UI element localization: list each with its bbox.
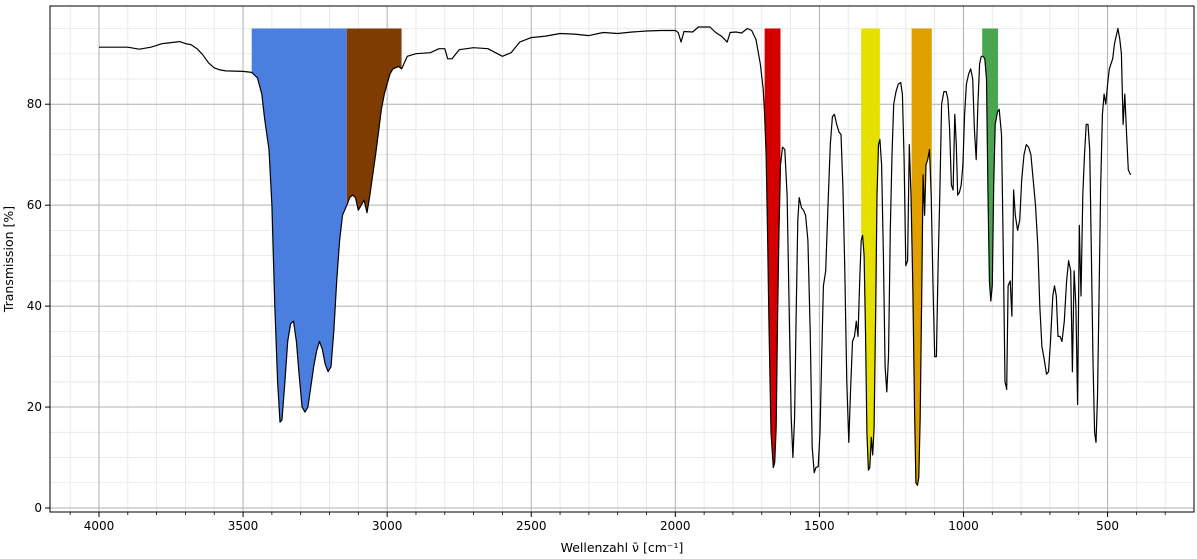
y-tick-label: 20	[27, 400, 42, 414]
absorption-band	[764, 28, 781, 468]
x-tick-label: 2000	[660, 519, 691, 533]
x-tick-label: 1500	[804, 519, 835, 533]
minor-grid	[50, 6, 1194, 512]
highlight-bands	[251, 28, 999, 486]
y-tick-label: 80	[27, 97, 42, 111]
x-tick-label: 1000	[948, 519, 979, 533]
y-axis-label: Transmission [%]	[1, 206, 16, 313]
y-tick-label: 0	[34, 501, 42, 515]
axis-ticks: 4000 3500 3000 2500 2000 1500 1000 500 0 20 40 60 80	[27, 97, 1166, 533]
y-tick-label: 60	[27, 198, 42, 212]
major-grid	[50, 6, 1194, 512]
y-tick-label: 40	[27, 299, 42, 313]
absorption-band	[346, 28, 402, 213]
x-axis-label: Wellenzahl ν̄ [cm⁻¹]	[561, 540, 684, 555]
x-tick-label: 2500	[516, 519, 547, 533]
absorption-band	[861, 28, 880, 471]
x-tick-label: 3000	[372, 519, 403, 533]
spectrum-line	[99, 26, 1132, 486]
plot-frame	[49, 5, 1195, 513]
absorption-band	[982, 28, 999, 302]
x-tick-label: 500	[1096, 519, 1119, 533]
absorption-band	[251, 28, 347, 423]
x-tick-label: 4000	[84, 519, 115, 533]
x-tick-label: 3500	[228, 519, 259, 533]
